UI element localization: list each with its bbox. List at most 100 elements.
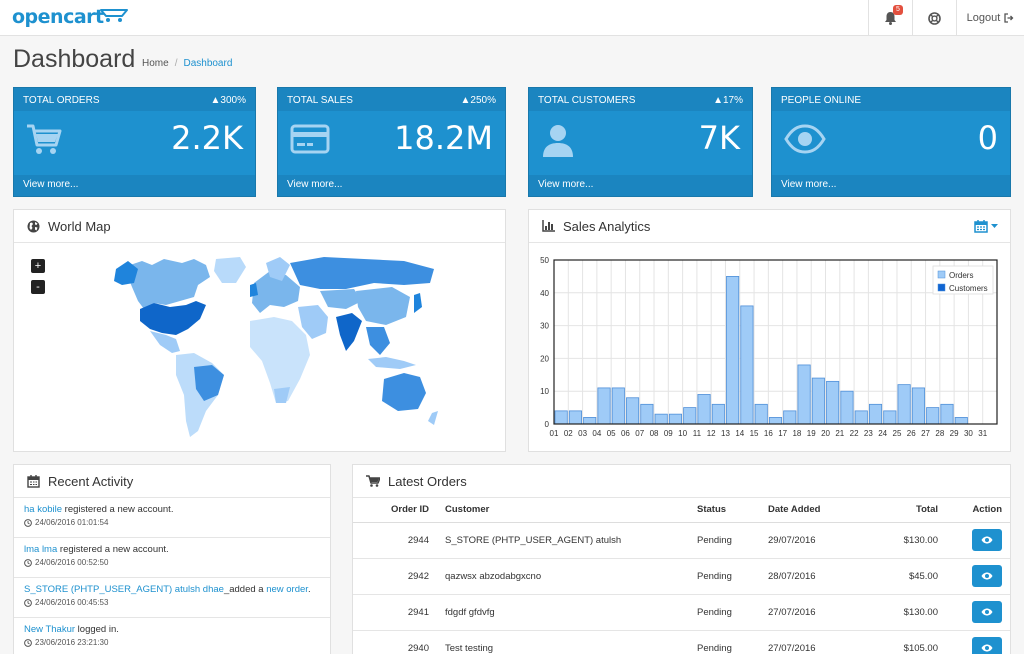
x-tick-label: 16 [764,429,773,438]
map-india [336,313,362,351]
order-id: 2941 [353,594,437,631]
tile-change: ▲17% [713,95,743,106]
map-canada [124,259,210,309]
order-total: $45.00 [864,558,946,595]
x-tick-label: 12 [707,429,716,438]
bar-orders-10 [683,407,697,425]
legend-swatch-orders [937,270,946,279]
bar-orders-15 [754,403,768,425]
x-tick-label: 01 [550,429,559,438]
bar-orders-04 [597,387,611,425]
tile-total-sales: TOTAL SALES ▲250% 18.2M View more... [277,87,506,197]
x-tick-label: 26 [907,429,916,438]
bar-orders-06 [626,397,640,425]
activity-order-link[interactable]: new order [266,584,308,595]
bar-orders-20 [826,380,840,425]
bar-orders-05 [611,387,625,425]
breadcrumb-home[interactable]: Home [142,58,169,69]
legend-label-customers: Customers [949,284,988,293]
order-total: $130.00 [864,594,946,631]
breadcrumb-dashboard[interactable]: Dashboard [183,58,233,69]
bar-orders-29 [954,417,968,425]
order-status: Pending [689,558,760,595]
tile-change: ▲250% [460,95,496,106]
activity-link[interactable]: S_STORE (PHTP_USER_AGENT) atulsh dhae [24,584,224,595]
view-order-button[interactable] [972,601,1002,623]
col-order-id[interactable]: Order ID [353,498,437,523]
y-tick-label: 40 [540,289,549,298]
activity-link[interactable]: lma lma [24,544,58,555]
activity-text: registered a new account. [57,544,169,555]
user-icon [543,125,573,157]
bar-orders-27 [926,407,940,425]
order-customer: fdgdf gfdvfg [437,594,689,631]
table-row: 2944 S_STORE (PHTP_USER_AGENT) atulsh Pend… [353,522,1010,559]
activity-date: 24/06/2016 01:01:54 [35,518,109,527]
calendar-icon [27,474,40,488]
map-zoom-out-button[interactable]: - [31,280,45,294]
help-button[interactable] [912,0,956,36]
bar-orders-07 [640,403,654,425]
logo[interactable]: opencart [12,6,104,28]
x-tick-label: 27 [921,429,930,438]
eye-icon [981,644,993,652]
calendar-icon [974,220,988,233]
order-date: 27/07/2016 [760,630,864,654]
activity-item: S_STORE (PHTP_USER_AGENT) atulsh dhae_ad… [14,578,330,618]
orders-table: Order ID Customer Status Date Added Tota… [353,498,1010,654]
legend-swatch-customers [937,283,946,292]
world-map[interactable] [114,255,444,445]
credit-card-icon [290,124,330,154]
col-total[interactable]: Total [864,498,946,523]
view-order-button[interactable] [972,637,1002,654]
col-status[interactable]: Status [689,498,760,523]
y-tick-label: 0 [545,420,550,429]
tile-view-more-link[interactable]: View more... [772,175,1010,196]
bar-orders-11 [697,394,711,425]
order-status: Pending [689,630,760,654]
bar-orders-02 [568,410,582,425]
x-tick-label: 10 [678,429,687,438]
view-order-button[interactable] [972,529,1002,551]
bar-orders-01 [554,410,568,425]
map-usa [140,301,206,335]
tile-value: 7K [698,119,740,157]
x-tick-label: 25 [893,429,902,438]
activity-link[interactable]: New Thakur [24,624,76,635]
x-tick-label: 19 [807,429,816,438]
view-order-button[interactable] [972,565,1002,587]
x-tick-label: 17 [778,429,787,438]
notification-badge: 5 [893,5,903,15]
panel-title: Recent Activity [48,473,134,489]
bar-orders-03 [583,417,597,425]
notifications-button[interactable]: 5 [868,0,912,36]
tile-view-more-link[interactable]: View more... [14,175,255,196]
table-header-row: Order ID Customer Status Date Added Tota… [353,498,1010,523]
logout-label: Logout [966,12,1001,24]
logout-button[interactable]: Logout [956,0,1024,36]
activity-list: ha kobile registered a new account. 24/06… [14,498,330,654]
map-uk [250,283,258,297]
tile-view-more-link[interactable]: View more... [278,175,505,196]
activity-text: logged in. [75,624,119,635]
activity-item: ha kobile registered a new account. 24/06… [14,498,330,538]
tile-view-more-link[interactable]: View more... [529,175,752,196]
activity-text-end: . [307,584,311,595]
map-zoom-in-button[interactable]: + [31,259,45,273]
col-date-added[interactable]: Date Added [760,498,864,523]
map-middle-east [298,305,328,339]
x-tick-label: 20 [821,429,830,438]
date-range-dropdown[interactable] [974,220,998,233]
activity-link[interactable]: ha kobile [24,504,63,515]
panel-title: Sales Analytics [563,218,651,234]
x-tick-label: 18 [792,429,801,438]
activity-date: 24/06/2016 00:45:53 [35,598,109,607]
tile-title: PEOPLE ONLINE [781,95,862,106]
bar-orders-17 [783,410,797,425]
order-status: Pending [689,522,760,559]
y-tick-label: 50 [540,256,549,265]
activity-item: New Thakur logged in. 23/06/2016 23:21:30 [14,618,330,654]
bar-orders-18 [797,364,811,425]
col-customer[interactable]: Customer [437,498,689,523]
x-tick-label: 06 [621,429,630,438]
